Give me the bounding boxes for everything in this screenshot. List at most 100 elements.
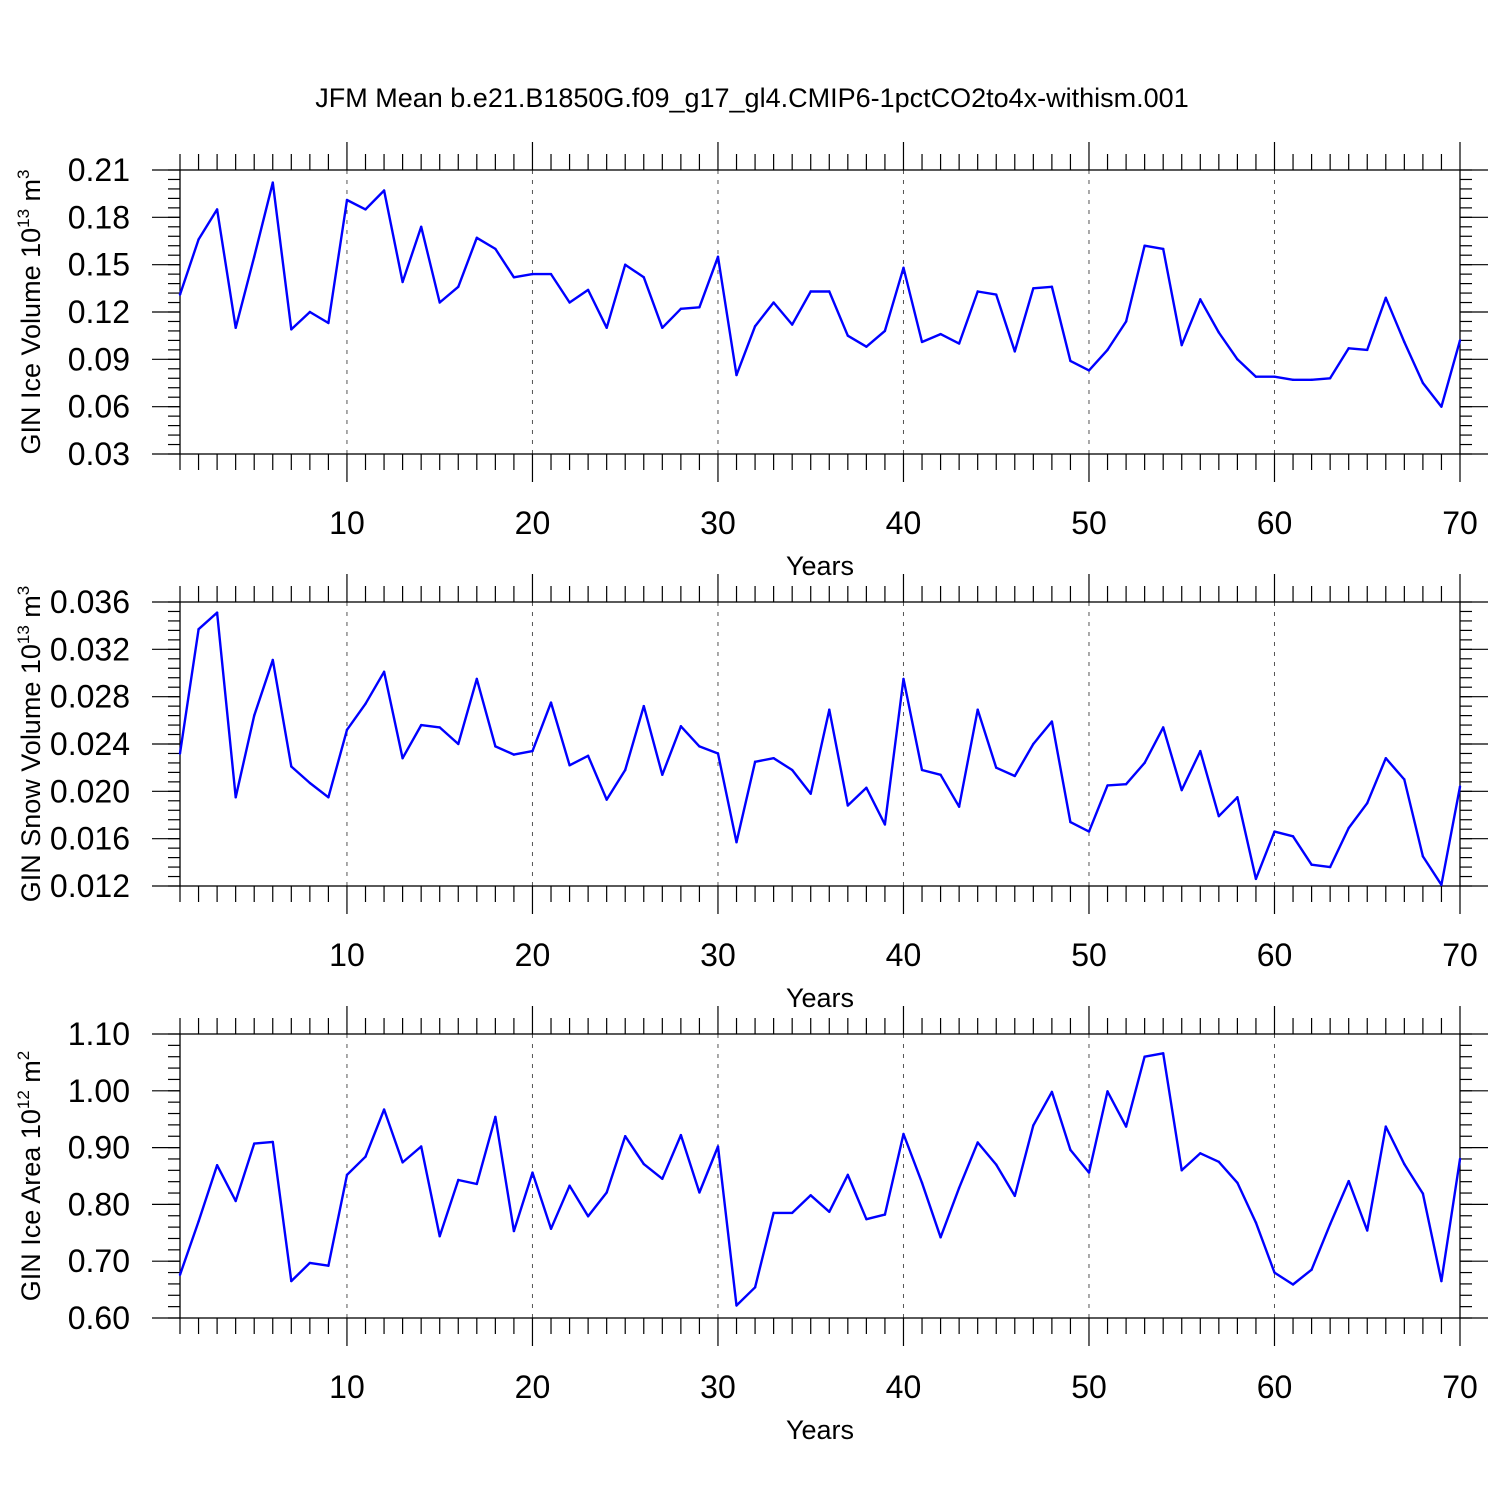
y-tick-label: 0.09 [68,341,130,377]
data-point [215,611,219,614]
data-point [957,805,961,808]
series-line [178,611,1462,886]
data-point [753,760,757,763]
y-tick-label: 0.90 [68,1130,130,1166]
data-point [568,301,571,304]
data-point [642,276,645,279]
data-point [494,247,497,251]
data-point [995,293,998,296]
x-tick-label: 10 [329,937,365,973]
y-tick-label: 0.020 [50,773,130,809]
data-point [679,725,683,728]
y-axis-label: GIN Snow Volume 1013 m3 [14,586,46,903]
data-point [475,677,479,681]
x-tick-label: 60 [1257,505,1293,541]
data-point [1236,1181,1239,1185]
data-point [1161,1052,1165,1055]
data-point [197,628,200,631]
x-tick-label: 70 [1442,937,1478,973]
data-point [1291,1283,1295,1286]
data-point [1403,340,1406,344]
y-tick-label: 0.016 [50,821,130,857]
data-point [735,1304,738,1307]
data-point [735,841,738,844]
y-axis-label-part: m [16,595,46,625]
y-axis-label-part: GIN Snow Volume 10 [16,644,46,902]
data-point [1217,814,1221,818]
data-point [1032,287,1035,290]
data-point [846,334,850,337]
data-point [976,290,979,293]
y-tick-label: 0.03 [68,436,130,472]
data-point [512,1229,516,1233]
data-point [1310,1268,1313,1271]
data-point [531,749,534,753]
y-axis-label-part: m [16,1060,46,1090]
data-point [865,345,868,348]
data-point [957,1186,961,1190]
data-point [1403,778,1406,781]
data-point [679,307,683,311]
data-point [753,1286,757,1289]
y-axis-label-part: m [16,179,46,209]
x-tick-label: 50 [1071,1369,1107,1405]
data-point [772,1211,775,1215]
data-point [1440,405,1443,408]
y-tick-label: 0.028 [50,679,130,715]
data-point [902,677,905,681]
data-point [939,332,942,336]
data-point [438,726,441,729]
data-point [1347,347,1350,350]
y-tick-label: 1.10 [68,1016,130,1052]
data-point [1199,1152,1202,1155]
data-point [1236,358,1239,361]
data-point [790,768,794,772]
chart-panel-1: 0.03 0.06 0.09 0.12 0.15 0.18 0.21 10 20 30 40 50 60… [14,142,1488,581]
data-point [772,301,775,304]
data-point [549,1227,553,1231]
data-point [1291,835,1295,838]
data-point [419,1145,423,1148]
y-tick-label: 0.06 [68,389,130,425]
data-point [790,323,794,326]
data-point [1143,761,1146,765]
data-point [1013,1194,1016,1198]
data-point [1440,1279,1443,1283]
data-point [1384,296,1387,299]
data-point [1013,350,1016,353]
data-point [1366,801,1369,805]
data-point [327,321,330,325]
data-point [178,752,182,755]
data-point [661,773,664,776]
x-tick-label: 40 [886,505,922,541]
data-point [865,1217,868,1221]
data-point [846,804,850,807]
data-point [364,1155,367,1158]
data-point [809,290,812,293]
data-point [698,745,701,748]
y-axis-label-superscript: 2 [14,1051,33,1060]
y-tick-label: 0.024 [50,726,130,762]
data-point [716,752,720,755]
data-point [1050,285,1054,288]
data-point [1217,331,1221,334]
data-point [1087,830,1091,833]
y-tick-label: 0.012 [50,868,130,904]
data-point [419,225,423,228]
data-point [1069,1148,1072,1152]
x-tick-label: 40 [886,1369,922,1405]
data-point [345,198,349,202]
data-point [995,766,998,769]
data-point [457,1178,460,1182]
data-point [624,1135,627,1138]
data-point [271,658,274,662]
y-axis-label-superscript: 13 [14,625,33,644]
data-point [1421,1192,1425,1195]
data-point [1291,378,1295,382]
y-tick-label: 0.70 [68,1243,130,1279]
y-tick-label: 0.21 [68,152,130,188]
x-tick-label: 70 [1442,1369,1478,1405]
data-point [1087,1171,1091,1174]
data-point [976,708,979,711]
data-point [512,753,516,756]
